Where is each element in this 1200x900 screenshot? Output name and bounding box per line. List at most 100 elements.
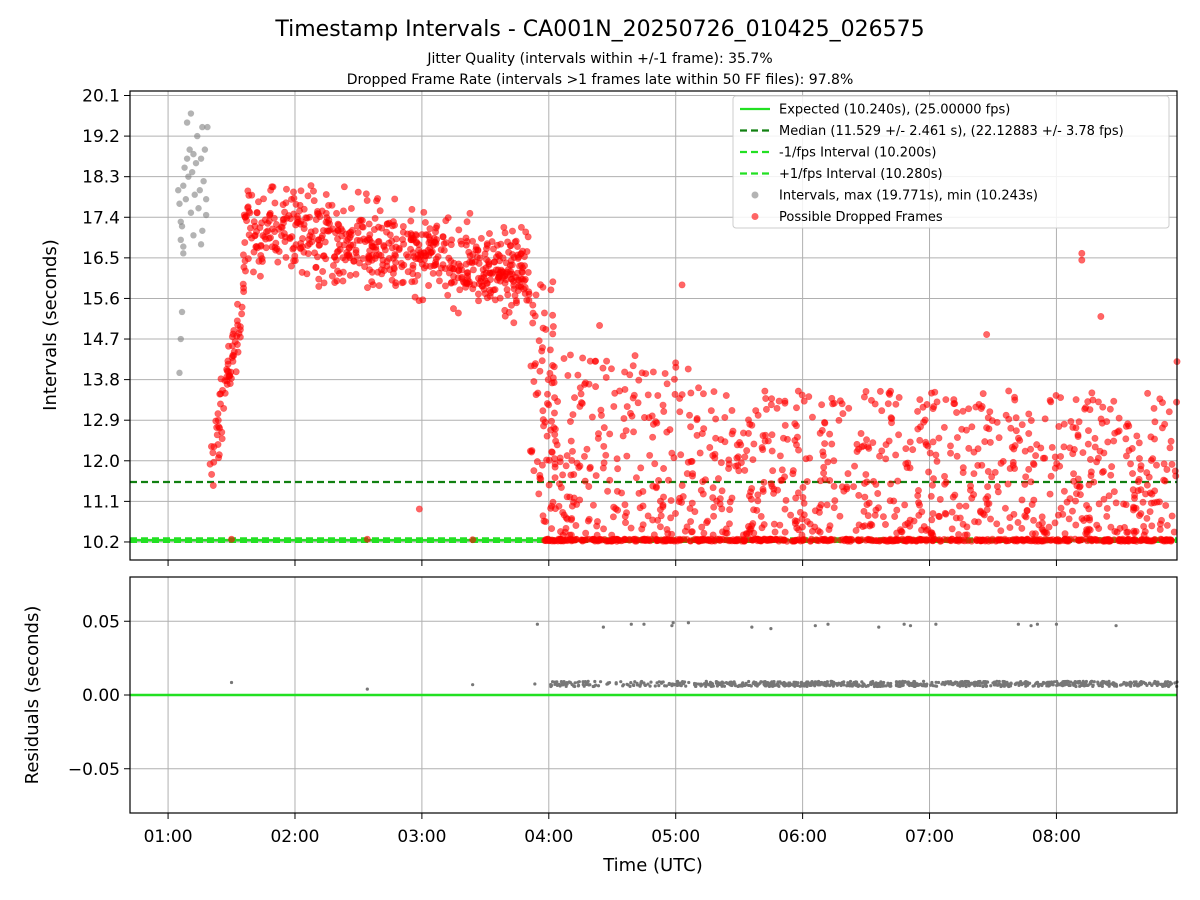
dropped-frame-point [209,449,217,457]
dropped-frame-point [548,417,556,425]
residual-point [889,681,893,686]
dropped-frame-point [770,485,778,493]
dropped-frame-point [572,522,580,530]
dropped-frame-point [977,405,985,413]
dropped-frame-point [878,407,886,415]
dropped-frame-point [762,405,770,413]
dropped-frame-point [861,522,869,530]
residual-point [471,683,475,687]
residual-point [1132,683,1137,687]
dropped-frame-point [1055,422,1063,430]
dropped-frame-point [1134,487,1142,495]
dropped-frame-point [698,523,706,531]
dropped-frame-point [586,357,594,365]
dropped-frame-point [435,277,443,285]
dropped-frame-point [1086,406,1094,414]
residual-point [814,682,819,686]
residual-point [806,680,810,684]
dropped-frame-point [518,268,526,276]
dropped-frame-point [514,287,522,295]
interval-point [187,209,195,216]
interval-point [196,187,203,194]
dropped-frame-point [519,275,527,283]
dropped-frame-point [645,414,653,422]
residual-point [629,622,633,626]
residual-point [1105,681,1109,686]
dropped-frame-point [425,282,433,290]
dropped-frame-point [714,475,722,483]
residual-point [704,679,708,683]
dropped-frame-point [424,231,432,239]
dropped-frame-point [865,499,873,507]
dropped-frame-point [1047,472,1055,480]
dropped-frame-point [728,406,736,414]
dropped-frame-point [930,535,938,543]
residual-point [850,684,854,688]
dropped-frame-point [1124,420,1132,428]
dropped-frame-point [626,409,634,417]
dropped-frame-point [1025,465,1033,473]
top-x-ticks [167,560,1057,566]
residual-point [974,681,978,685]
dropped-frame-point [909,446,917,454]
dropped-frame-point [953,409,961,417]
residual-point [564,684,568,689]
dropped-frame-point [266,211,274,219]
dropped-frame-point [529,319,537,327]
dropped-frame-point [239,251,247,259]
dropped-frame-point [282,253,290,261]
x-tick-label: 03:00 [397,827,446,847]
top-y-tick-label: 13.8 [82,371,120,391]
dropped-frame-point [672,359,680,367]
dropped-frame-point [1079,449,1087,457]
dropped-frame-point [901,501,909,509]
dropped-frame-point [773,404,781,412]
dropped-frame-point [359,223,367,231]
residual-point [921,679,926,683]
dropped-frame-point [781,528,789,536]
dropped-frame-point [1072,424,1080,432]
dropped-frame-point [1156,395,1164,403]
dropped-frame-point [820,469,828,477]
dropped-frame-point [673,537,681,545]
dropped-frame-point [1137,536,1145,544]
dropped-frame-point [246,224,254,232]
dropped-frame-point [684,365,692,373]
dropped-frame-point [745,492,753,500]
dropped-frame-point [677,451,685,459]
dropped-frame-point [441,264,449,272]
dropped-frame-point [1007,424,1015,432]
dropped-frame-point [818,401,826,409]
dropped-frame-point [562,524,570,532]
dropped-frame-point [496,294,504,302]
dropped-frame-point [424,246,432,254]
dropped-frame-point [1085,481,1093,489]
dropped-frame-point [477,234,485,242]
x-axis-label: Time (UTC) [602,855,703,876]
dropped-frame-point [775,397,783,405]
dropped-frame-point [958,425,966,433]
residual-point [1066,679,1070,684]
dropped-frame-point [609,513,617,521]
dropped-frame-point [948,535,956,543]
dropped-frame-point [573,459,581,467]
legend-label: Median (11.529 +/- 2.461 s), (22.12883 +… [779,124,1124,139]
dropped-frame-point [481,290,489,298]
dropped-frame-point [767,401,775,409]
dropped-frame-point [792,494,800,502]
residual-point [625,682,629,686]
dropped-frame-point [794,387,802,395]
dropped-frame-point [1054,511,1062,519]
dropped-frame-point [768,431,776,439]
residual-point [670,624,674,628]
residual-point [753,682,758,687]
dropped-frame-point [907,537,915,545]
top-data-points [175,110,1181,545]
residual-point [936,680,941,685]
dropped-frame-point [663,428,671,436]
dropped-frame-point [798,523,806,531]
dropped-frame-point [538,357,546,365]
dropped-frame-point [949,493,957,501]
legend-label: Expected (10.240s), (25.00000 fps) [779,103,1010,118]
dropped-frame-point [1041,415,1049,423]
